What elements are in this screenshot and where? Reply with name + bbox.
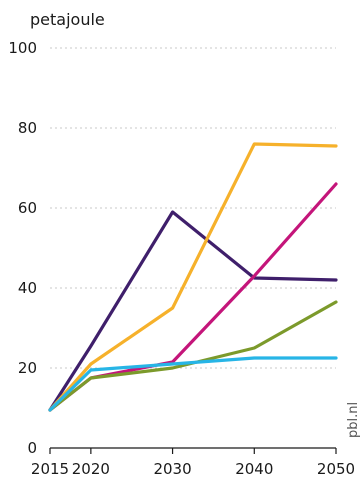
series-line-5	[48, 356, 338, 412]
x-tick-label: 2030	[153, 460, 191, 478]
series-line-1	[48, 210, 338, 412]
y-tick-label: 80	[18, 119, 37, 137]
series-line-3	[48, 182, 338, 412]
y-tick-label: 20	[18, 359, 37, 377]
y-axis-ticks: 0 20 40 60 80 100	[8, 39, 37, 457]
gridlines	[50, 47, 336, 449]
series-line-2	[48, 142, 338, 412]
x-tick-label: 2020	[72, 460, 110, 478]
y-tick-label: 60	[18, 199, 37, 217]
x-tick-label: 2040	[235, 460, 273, 478]
x-tick-label: 2050	[317, 460, 355, 478]
x-tick-label: 2015	[31, 460, 69, 478]
x-axis-ticks: 2015 2020 2030 2040 2050	[31, 448, 355, 478]
y-axis-unit-label: petajoule	[30, 10, 105, 29]
source-label: pbl.nl	[346, 402, 361, 438]
y-tick-label: 40	[18, 279, 37, 297]
series-line-4	[48, 300, 338, 412]
y-tick-label: 100	[8, 39, 37, 57]
y-tick-label: 0	[27, 439, 37, 457]
series-lines	[48, 142, 338, 412]
